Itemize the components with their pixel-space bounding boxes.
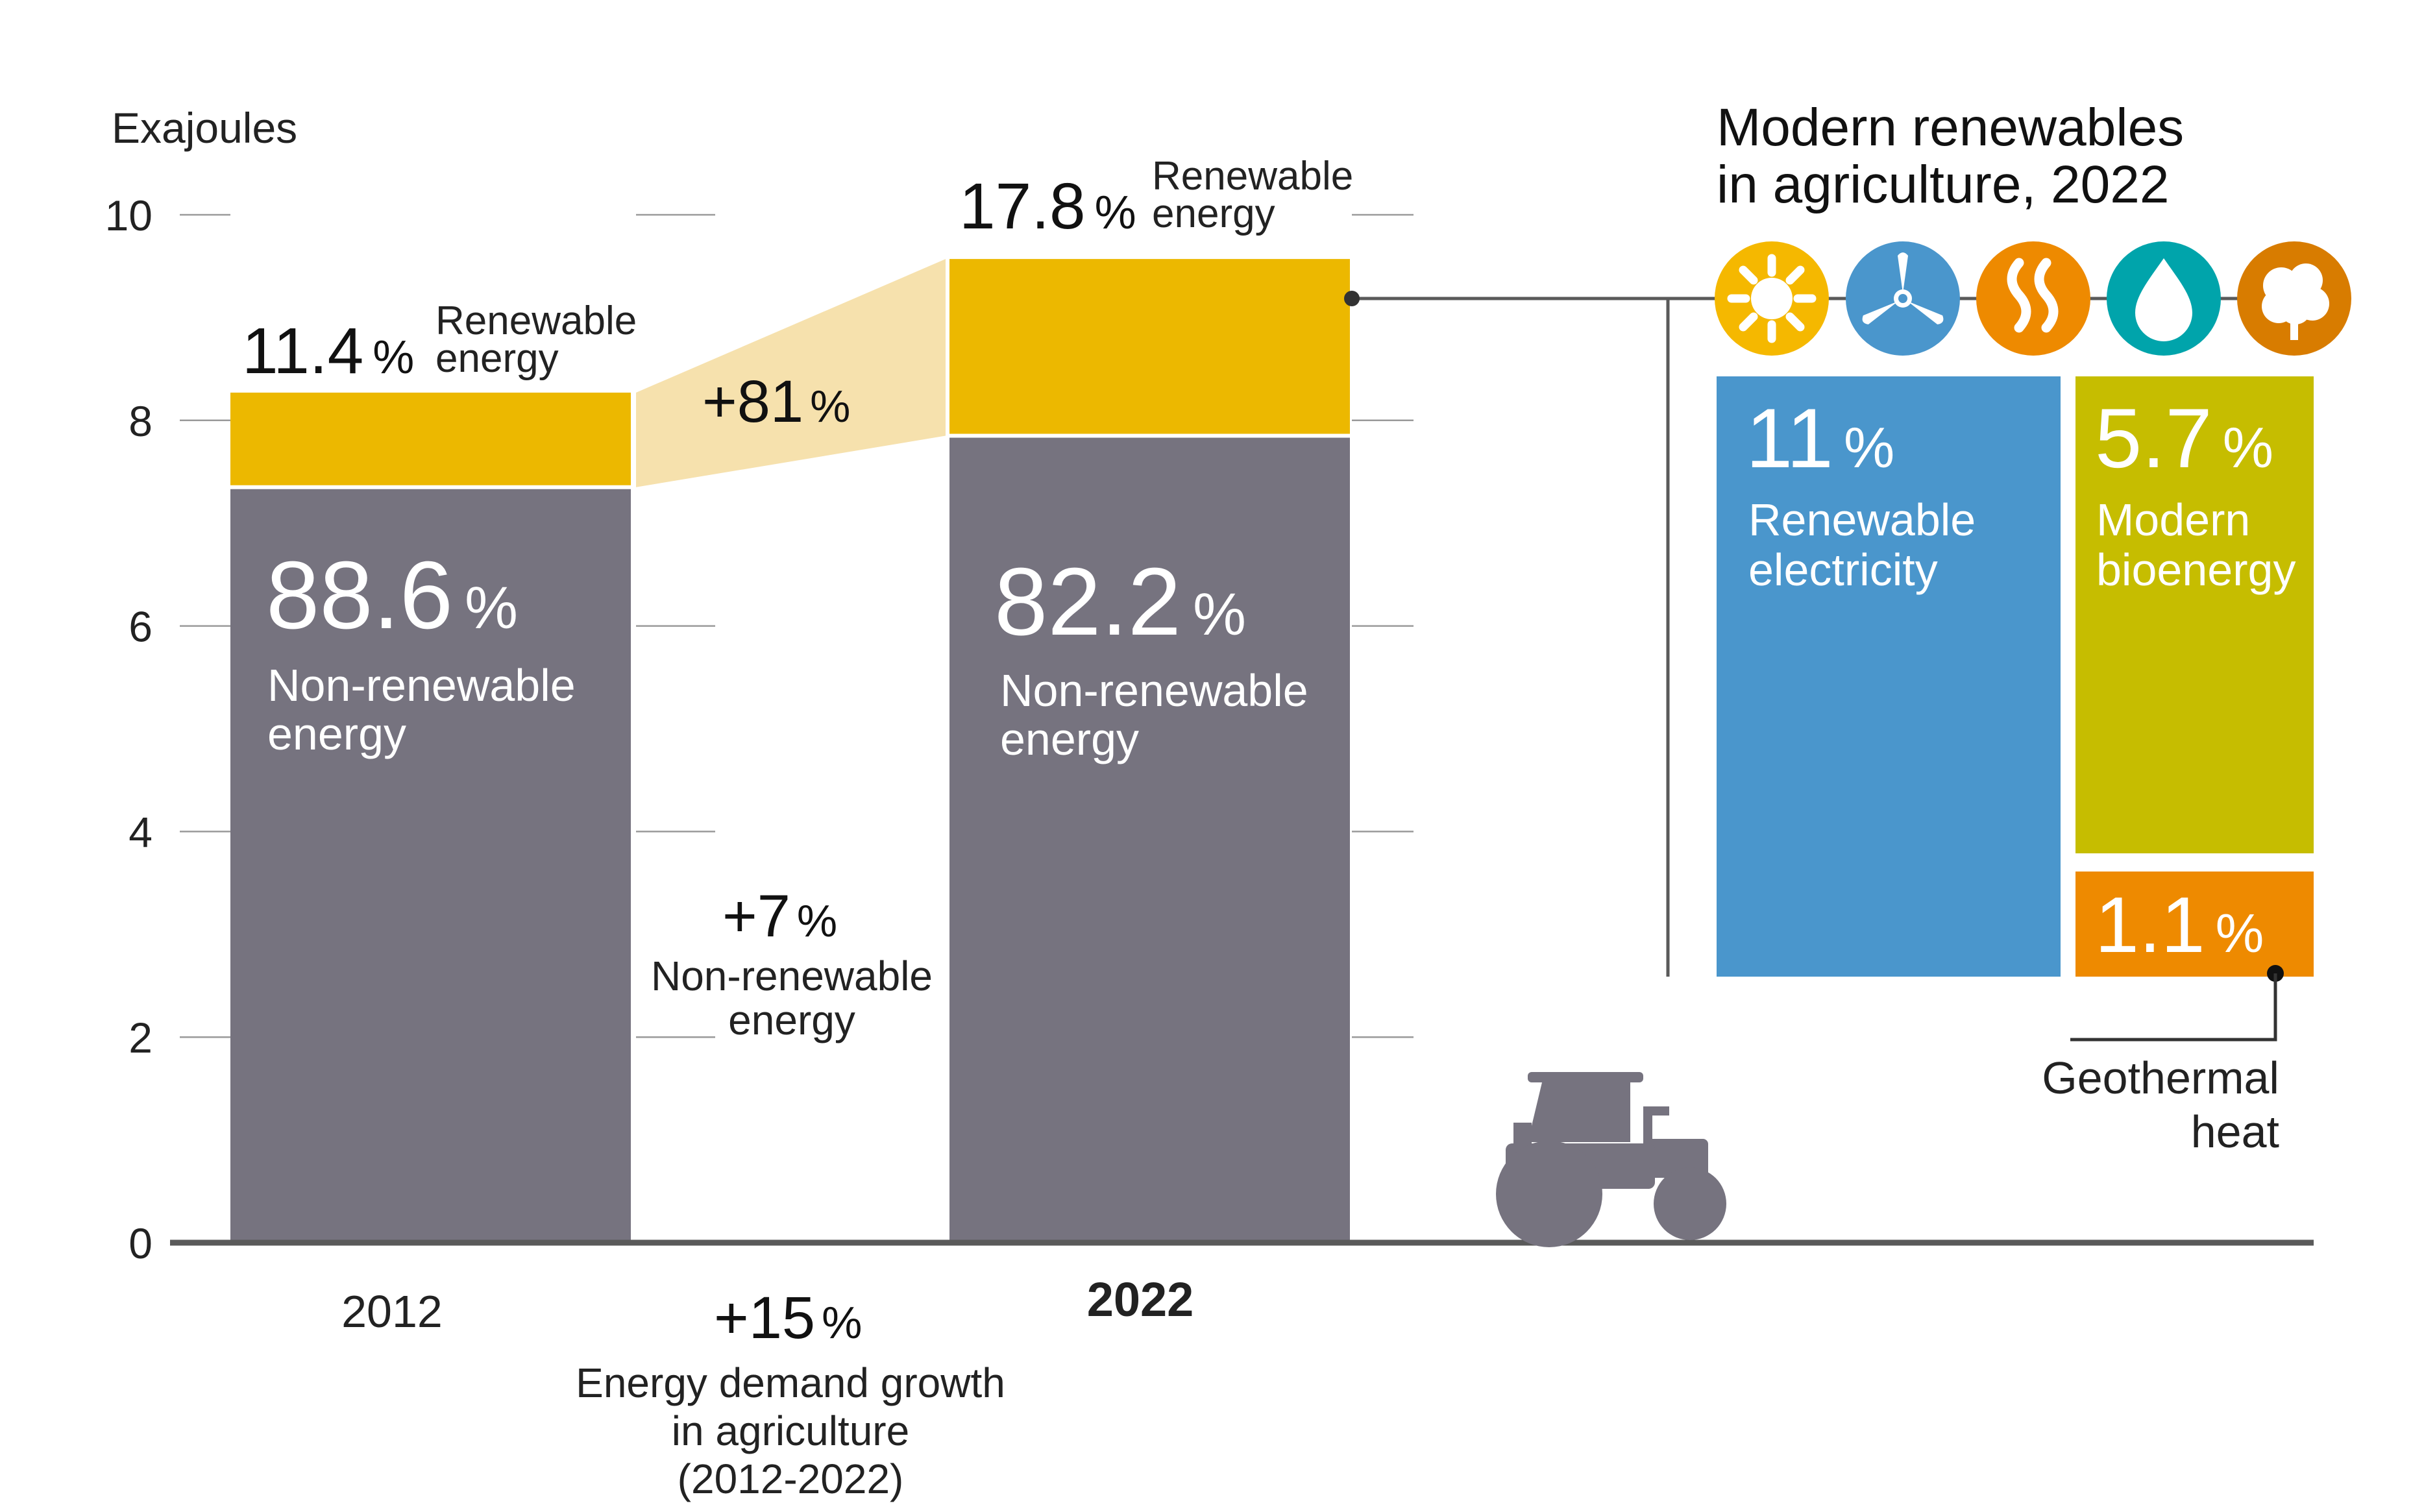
y-tick-label: 8 [129,397,153,445]
y-tick-label: 0 [129,1219,153,1267]
nonrenewable-text2-2022: energy [1000,714,1139,764]
y-tick-label: 6 [129,603,153,651]
geothermal-heat-label-2: heat [2191,1106,2279,1157]
renewable-icons [1715,241,2351,356]
modern-bioenergy-label-2: bioenergy [2096,544,2295,595]
heat-waves-icon [1976,241,2090,356]
water-drop-icon [2107,241,2221,356]
nonrenewable-text-2012: Non-renewable [267,660,576,711]
y-tick-label: 4 [129,808,153,856]
nonrenewable-text2-2012: energy [267,709,406,759]
nonrenewable-pct-2022: 82.2% [994,548,1246,655]
y-tick-labels: 0 2 4 6 8 10 [105,191,153,1267]
bar-segment [949,435,1350,1243]
tractor-icon [1496,1072,1726,1247]
modern-bioenergy-block [2075,376,2314,853]
total-growth-text: Energy demand growth [576,1360,1005,1406]
wind-turbine-icon [1846,241,1960,356]
nonrenewable-growth-label: +7% [722,883,837,949]
renewable-electricity-label: Renewable [1748,494,1976,545]
renewable-electricity-block [1717,376,2061,977]
renewable-growth-wedge [636,259,946,487]
total-growth-label: +15% [714,1285,862,1351]
breakdown-blocks: 11% Renewable electricity 5.7% Modern bi… [1717,376,2314,1157]
total-growth-text2: in agriculture [672,1408,909,1454]
bar-segment [230,487,631,1243]
y-tick-label: 10 [105,191,153,239]
geothermal-heat-value: 1.1% [2095,881,2264,969]
renewable-electricity-value: 11% [1746,391,1894,485]
renewable-pct-2012: 11.4% [242,315,414,387]
x-label-2022: 2022 [1087,1273,1194,1326]
y-axis-label: Exajoules [112,104,297,152]
sun-icon [1715,241,1829,356]
bar-2022-labels: 17.8% Renewable energy 82.2% Non-renewab… [959,154,1353,764]
nonrenewable-growth-text2: energy [728,997,855,1043]
nonrenewable-growth-text: Non-renewable [651,953,933,999]
geothermal-heat-block [2075,872,2314,977]
total-growth-text3: (2012-2022) [678,1456,904,1502]
modern-bioenergy-value: 5.7% [2095,391,2273,485]
x-label-2012: 2012 [341,1286,443,1337]
breakdown-title: Modern renewables [1717,98,2184,157]
bars [230,259,1350,1243]
growth-annotations: +81% +7% Non-renewable energy +15% Energ… [576,369,1005,1502]
nonrenewable-pct-2012: 88.6% [266,542,518,649]
geothermal-heat-label: Geothermal [2042,1053,2279,1103]
bar-2012-labels: 11.4% Renewable energy 88.6% Non-renewab… [242,299,637,759]
breakdown-connector [1344,291,1726,977]
y-tick-label: 2 [129,1014,153,1062]
renewable-pct-2022: 17.8% [959,170,1136,243]
nonrenewable-text-2022: Non-renewable [1000,665,1308,716]
renewable-text-2022: Renewable [1152,154,1353,199]
renewable-text-2012: Renewable [435,299,637,343]
tree-icon [2237,241,2351,356]
growth-connectors [636,259,946,487]
renewable-growth-label: +81% [702,369,850,435]
renewable-text2-2012: energy [435,336,559,381]
renewable-text2-2022: energy [1152,191,1275,236]
modern-bioenergy-label: Modern [2096,494,2250,545]
renewable-electricity-label-2: electricity [1748,544,1938,595]
breakdown-title-2: in agriculture, 2022 [1717,155,2169,214]
bar-segment [230,393,631,487]
bar-segment [949,259,1350,436]
